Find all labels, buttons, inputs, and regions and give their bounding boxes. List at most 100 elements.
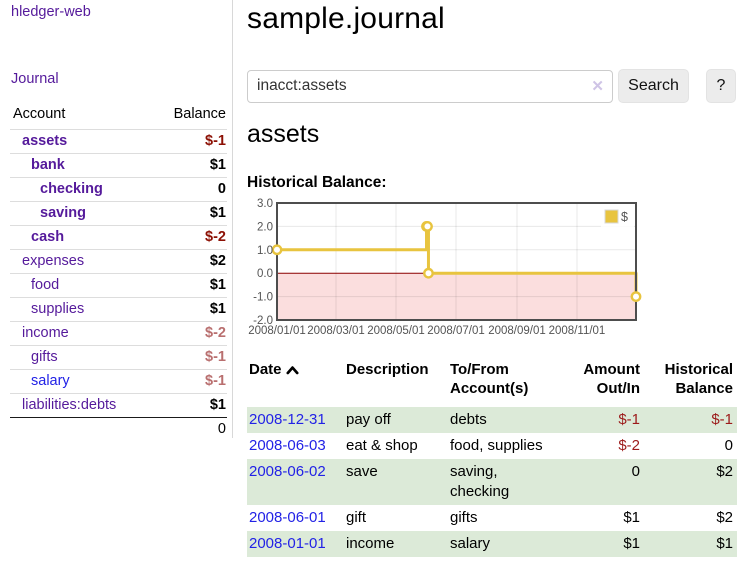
total-balance: 0 <box>151 417 227 442</box>
page-title: sample.journal <box>247 2 445 35</box>
x-tick-label: 2008/03/01 <box>307 325 365 337</box>
x-tick-label: 2008/09/01 <box>488 325 546 337</box>
register-header-date[interactable]: Date <box>247 360 344 407</box>
transaction-accounts: food, supplies <box>450 437 543 454</box>
account-balance: $-2 <box>151 321 227 346</box>
account-balance: $-1 <box>151 369 227 394</box>
account-row: checking 0 <box>10 177 227 202</box>
total-row: 0 <box>10 417 227 442</box>
account-row: income $-2 <box>10 321 227 346</box>
data-point-marker <box>271 244 283 256</box>
transaction-date-link[interactable]: 2008-01-01 <box>249 535 326 552</box>
sidebar: hledger-web Journal Account Balance asse… <box>0 0 233 442</box>
search-button[interactable]: Search <box>618 69 689 103</box>
clear-search-icon[interactable]: ✕ <box>591 77 604 95</box>
account-balance: $1 <box>151 297 227 322</box>
sidebar-item-journal[interactable]: Journal <box>11 71 59 87</box>
transaction-row: 2008-06-03 eat & shop food, supplies $-2 0 <box>247 433 737 459</box>
account-row: gifts $-1 <box>10 345 227 370</box>
account-balance: $1 <box>151 153 227 178</box>
accounts-header-balance: Balance <box>173 106 226 122</box>
help-button[interactable]: ? <box>706 69 736 103</box>
y-tick-label: -1.0 <box>253 292 273 304</box>
x-tick-label: 2008/11/01 <box>549 325 606 337</box>
y-tick-label: 0.0 <box>257 268 273 280</box>
register-header-description: Description <box>346 361 429 378</box>
account-link[interactable]: cash <box>31 229 65 245</box>
transaction-description: eat & shop <box>346 437 418 454</box>
account-row: expenses $2 <box>10 249 227 274</box>
data-point-marker <box>423 267 434 279</box>
legend-swatch <box>604 209 619 224</box>
search-input[interactable] <box>247 69 613 103</box>
transaction-date-link[interactable]: 2008-12-31 <box>249 411 326 428</box>
transaction-balance: $-1 <box>711 411 733 428</box>
transaction-balance: $2 <box>716 509 733 526</box>
legend-label: $ <box>621 210 628 224</box>
account-link[interactable]: income <box>22 325 69 341</box>
transaction-accounts: gifts <box>450 509 478 526</box>
account-balance: $1 <box>151 393 227 418</box>
transaction-amount: $1 <box>623 509 640 526</box>
transaction-balance: $2 <box>716 463 733 480</box>
account-link[interactable]: expenses <box>22 253 85 269</box>
account-link[interactable]: supplies <box>31 301 85 317</box>
register-tbody: 2008-12-31 pay off debts $-1 $-1 2008-06-03 ea… <box>247 407 737 557</box>
y-tick-label: 2.0 <box>257 221 273 233</box>
y-tick-label: -2.0 <box>253 315 273 327</box>
sort-ascending-icon <box>285 361 299 380</box>
account-link[interactable]: salary <box>31 373 70 389</box>
account-link[interactable]: gifts <box>31 349 58 365</box>
transaction-description: save <box>346 463 378 480</box>
transaction-balance: 0 <box>724 437 733 454</box>
transaction-description: income <box>346 535 395 552</box>
x-tick-label: 2008/01/01 <box>248 325 306 337</box>
account-row: cash $-2 <box>10 225 227 250</box>
register-header-amount: Amount Out/In <box>583 361 640 397</box>
account-balance: $1 <box>151 273 227 298</box>
transaction-date-link[interactable]: 2008-06-02 <box>249 463 326 480</box>
app-brand-link[interactable]: hledger-web <box>11 4 91 20</box>
accounts-tbody: assets $-1 bank $1 checking 0 saving $1 cash $-2 e… <box>10 129 227 442</box>
account-link[interactable]: checking <box>40 181 103 197</box>
account-row: assets $-1 <box>10 129 227 154</box>
x-tick-label: 2008/07/01 <box>427 325 485 337</box>
transaction-amount: $-2 <box>618 437 640 454</box>
transaction-row: 2008-06-02 save saving, checking 0 $2 <box>247 459 737 505</box>
account-row: salary $-1 <box>10 369 227 394</box>
transaction-accounts: salary <box>450 535 491 552</box>
transaction-balance: $1 <box>716 535 733 552</box>
transaction-row: 2008-01-01 income salary $1 $1 <box>247 531 737 557</box>
account-link[interactable]: bank <box>31 157 65 173</box>
transaction-amount: $1 <box>623 535 640 552</box>
register-header-row: Date Description To/From Account(s) Amou… <box>247 360 737 407</box>
data-point-marker <box>422 221 433 232</box>
register-header-balance: Historical Balance <box>664 361 733 397</box>
negative-region <box>277 273 636 320</box>
transaction-row: 2008-12-31 pay off debts $-1 $-1 <box>247 407 737 433</box>
account-link[interactable]: food <box>31 277 60 293</box>
x-tick-label: 2008/05/01 <box>367 325 425 337</box>
account-balance: 0 <box>151 177 227 202</box>
account-balance: $-1 <box>151 345 227 370</box>
transaction-amount: 0 <box>631 463 640 480</box>
account-balance: $-2 <box>151 225 227 250</box>
account-link[interactable]: assets <box>22 133 68 149</box>
register-header-accounts: To/From Account(s) <box>450 361 529 397</box>
account-link[interactable]: saving <box>40 205 86 221</box>
transaction-date-link[interactable]: 2008-06-03 <box>249 437 326 454</box>
transaction-description: gift <box>346 509 367 526</box>
account-row: supplies $1 <box>10 297 227 322</box>
account-heading: assets <box>247 120 320 148</box>
accounts-header-account: Account <box>13 106 66 122</box>
account-row: liabilities:debts $1 <box>10 393 227 418</box>
account-link[interactable]: liabilities:debts <box>22 397 117 413</box>
y-tick-label: 1.0 <box>257 245 273 257</box>
search-wrap: ✕ <box>247 69 613 103</box>
transaction-accounts: debts <box>450 411 487 428</box>
account-row: bank $1 <box>10 153 227 178</box>
transaction-date-link[interactable]: 2008-06-01 <box>249 509 326 526</box>
register-header-date-label: Date <box>249 361 282 378</box>
account-row: food $1 <box>10 273 227 298</box>
